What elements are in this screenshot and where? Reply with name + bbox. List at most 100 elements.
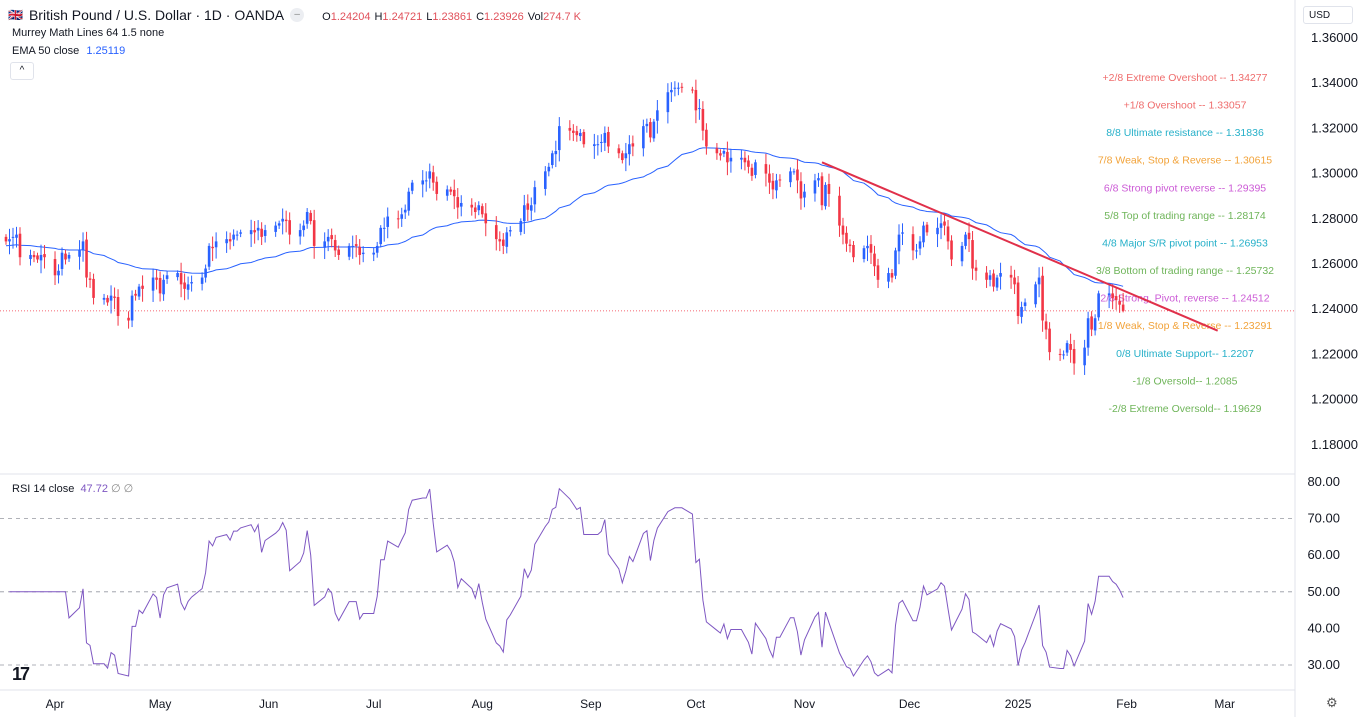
candle: [445, 185, 449, 201]
candle: [186, 276, 190, 300]
candle: [347, 243, 351, 261]
candle: [386, 207, 390, 239]
ohlc-key: L: [426, 10, 433, 23]
candle-body: [544, 171, 547, 189]
candle: [911, 226, 915, 261]
candle: [43, 245, 46, 269]
candle-body: [1058, 353, 1062, 355]
candle: [649, 118, 652, 143]
chevron-up-icon: ^: [19, 65, 25, 76]
candle-body: [985, 272, 988, 280]
market-status-icon[interactable]: –: [290, 8, 305, 22]
candle: [1037, 267, 1041, 298]
murrey-line-label: 1/8 Weak, Stop & Reverse -- 1.23291: [1098, 320, 1272, 332]
candle-body: [936, 227, 939, 235]
candle-body: [470, 204, 474, 208]
candle-body: [1020, 306, 1023, 317]
candle-body: [211, 246, 214, 249]
candle: [424, 171, 428, 192]
candle-body: [607, 132, 610, 147]
candle: [841, 217, 845, 245]
candle-body: [526, 203, 530, 210]
candle: [971, 231, 974, 280]
candle-body: [274, 225, 277, 232]
candle-body: [330, 235, 333, 240]
candle: [519, 218, 523, 236]
candle: [501, 233, 505, 255]
candle-body: [410, 182, 414, 191]
candle: [792, 168, 796, 175]
candle: [505, 227, 509, 254]
candle-body: [134, 293, 137, 296]
candle: [102, 293, 106, 305]
candle-body: [347, 245, 351, 257]
tradingview-logo[interactable]: 17: [12, 664, 30, 684]
candle-body: [652, 121, 656, 139]
candle: [155, 269, 158, 290]
candle: [950, 235, 953, 267]
candle-body: [151, 277, 155, 291]
indicator-rsi[interactable]: RSI 14 close 47.72 ∅ ∅: [12, 482, 133, 495]
candle: [848, 239, 852, 253]
candle-body: [288, 220, 291, 235]
candle-body: [901, 232, 904, 234]
candle: [740, 150, 743, 170]
candle-body: [456, 197, 460, 208]
candle: [845, 226, 848, 252]
candle-body: [1048, 328, 1051, 353]
candle-body: [645, 123, 649, 127]
candle-body: [298, 230, 302, 237]
candle: [701, 101, 705, 141]
candle-body: [207, 245, 211, 267]
candle-body: [382, 227, 386, 229]
candle-body: [799, 181, 803, 199]
symbol-title[interactable]: British Pound / U.S. Dollar · 1D · OANDA: [28, 7, 285, 23]
candle: [312, 209, 316, 259]
candle: [596, 135, 600, 156]
candle: [204, 264, 207, 283]
indicator-murrey[interactable]: Murrey Math Lines 64 1.5 none: [12, 27, 165, 39]
candle: [572, 124, 575, 142]
candle-body: [911, 234, 915, 251]
candle-body: [337, 249, 340, 255]
candle-body: [572, 130, 575, 133]
candle-body: [719, 153, 722, 156]
candle-body: [477, 205, 481, 211]
candle: [1086, 311, 1090, 356]
candle-body: [1118, 301, 1121, 305]
candle: [379, 225, 383, 248]
collapse-indicators-button[interactable]: ^: [10, 62, 34, 80]
candle-body: [754, 162, 757, 175]
candle: [109, 285, 113, 314]
candle-body: [551, 153, 554, 166]
candle: [1090, 311, 1093, 337]
candle-body: [747, 160, 750, 167]
settings-gear-icon[interactable]: ⚙: [1326, 695, 1338, 710]
candle: [29, 249, 32, 266]
candle: [1020, 301, 1023, 324]
indicator-ema[interactable]: EMA 50 close 1.25119: [12, 45, 125, 57]
candle: [726, 141, 729, 176]
candle: [18, 227, 22, 266]
candle-body: [421, 180, 425, 185]
candle-body: [796, 169, 799, 181]
candle: [551, 150, 554, 169]
murrey-line-label: 8/8 Ultimate resistance -- 1.31836: [1106, 127, 1264, 139]
candle-body: [827, 183, 831, 194]
currency-selector[interactable]: USD: [1303, 6, 1353, 24]
ohlc-key: H: [374, 10, 383, 23]
candle-body: [29, 254, 32, 260]
candle: [873, 245, 876, 276]
candle-body: [995, 277, 999, 288]
candle-body: [165, 275, 169, 279]
candle-body: [326, 236, 330, 242]
candle-body: [256, 227, 260, 231]
candle-body: [1093, 318, 1097, 331]
candle-body: [631, 143, 635, 147]
candle: [326, 229, 330, 252]
candle-body: [579, 132, 582, 137]
candle-body: [424, 180, 428, 182]
candle: [677, 82, 680, 96]
candle-body: [361, 252, 365, 255]
